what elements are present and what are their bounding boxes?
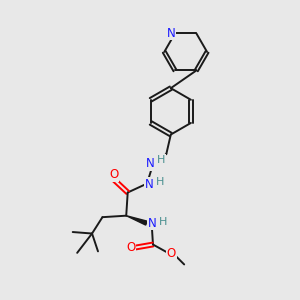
- Polygon shape: [126, 216, 147, 225]
- Text: O: O: [109, 169, 119, 182]
- Text: N: N: [147, 217, 156, 230]
- Text: N: N: [146, 157, 155, 170]
- Text: O: O: [126, 241, 135, 254]
- Text: H: H: [157, 155, 165, 165]
- Text: N: N: [145, 178, 154, 191]
- Text: N: N: [167, 27, 176, 40]
- Text: H: H: [156, 177, 165, 187]
- Text: O: O: [167, 247, 176, 260]
- Text: H: H: [159, 217, 167, 226]
